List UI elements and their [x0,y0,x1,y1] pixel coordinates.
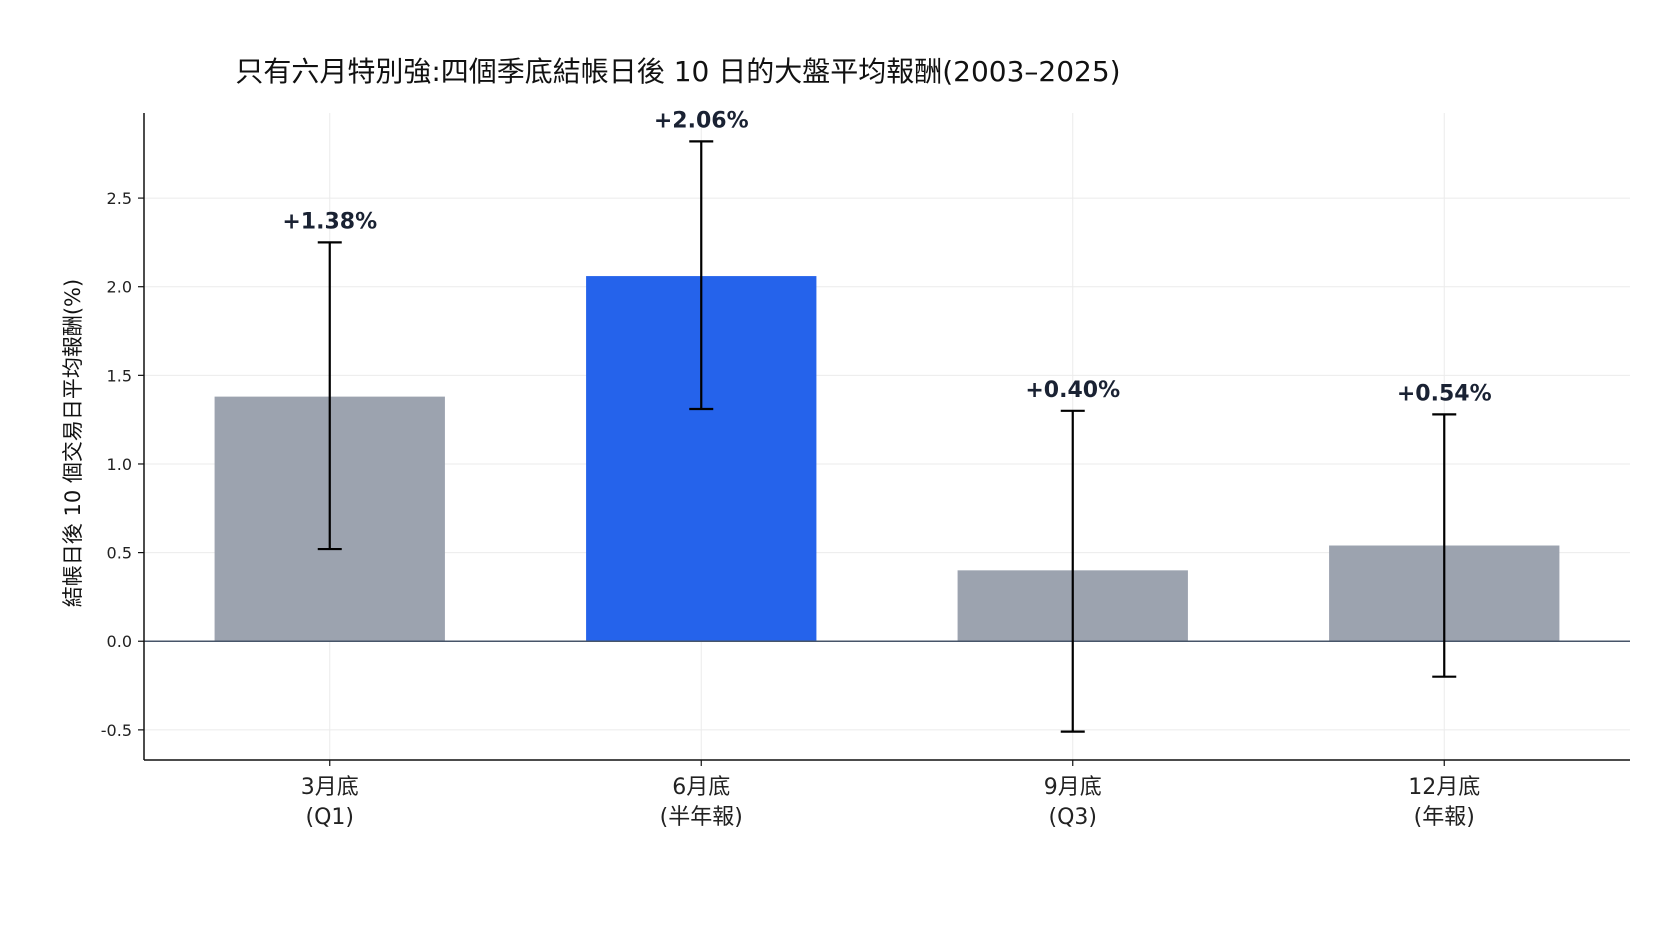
data-labels: +1.38% +2.06% +0.40% +0.54% [282,108,1491,406]
x-tick-label-3: 12月底 [1408,775,1480,800]
axes [143,113,1630,761]
x-tick-label-2: 9月底 [1044,775,1102,800]
y-tick-label-2: 0.5 [107,544,132,563]
data-label-1: +2.06% [654,108,749,133]
y-tick-label-1: 0.0 [107,632,132,651]
data-label-3: +0.54% [1397,381,1492,406]
y-ticks: -0.5 0.0 0.5 1.0 1.5 2.0 2.5 [101,189,144,740]
x-tick-sublabel-2: (Q3) [1049,805,1097,830]
x-ticks: 3月底 (Q1) 6月底 (半年報) 9月底 (Q3) 12月底 (年報) [301,760,1480,830]
y-tick-label-0: -0.5 [101,721,132,740]
y-tick-label-3: 1.0 [107,455,132,474]
y-axis-label: 結帳日後 10 個交易日平均報酬(%) [61,279,85,607]
y-tick-label-4: 1.5 [107,366,132,385]
x-tick-sublabel-1: (半年報) [660,805,743,830]
x-tick-sublabel-0: (Q1) [306,805,354,830]
x-tick-sublabel-3: (年報) [1414,805,1475,830]
y-tick-label-5: 2.0 [107,278,132,297]
x-tick-label-0: 3月底 [301,775,359,800]
bars [214,276,1560,642]
x-tick-label-1: 6月底 [672,775,730,800]
data-label-2: +0.40% [1025,378,1120,403]
chart-title: 只有六月特別強:四個季底結帳日後 10 日的大盤平均報酬(2003–2025) [235,55,1120,88]
data-label-0: +1.38% [282,209,377,234]
y-tick-label-6: 2.5 [107,189,132,208]
error-bars [317,140,1457,733]
